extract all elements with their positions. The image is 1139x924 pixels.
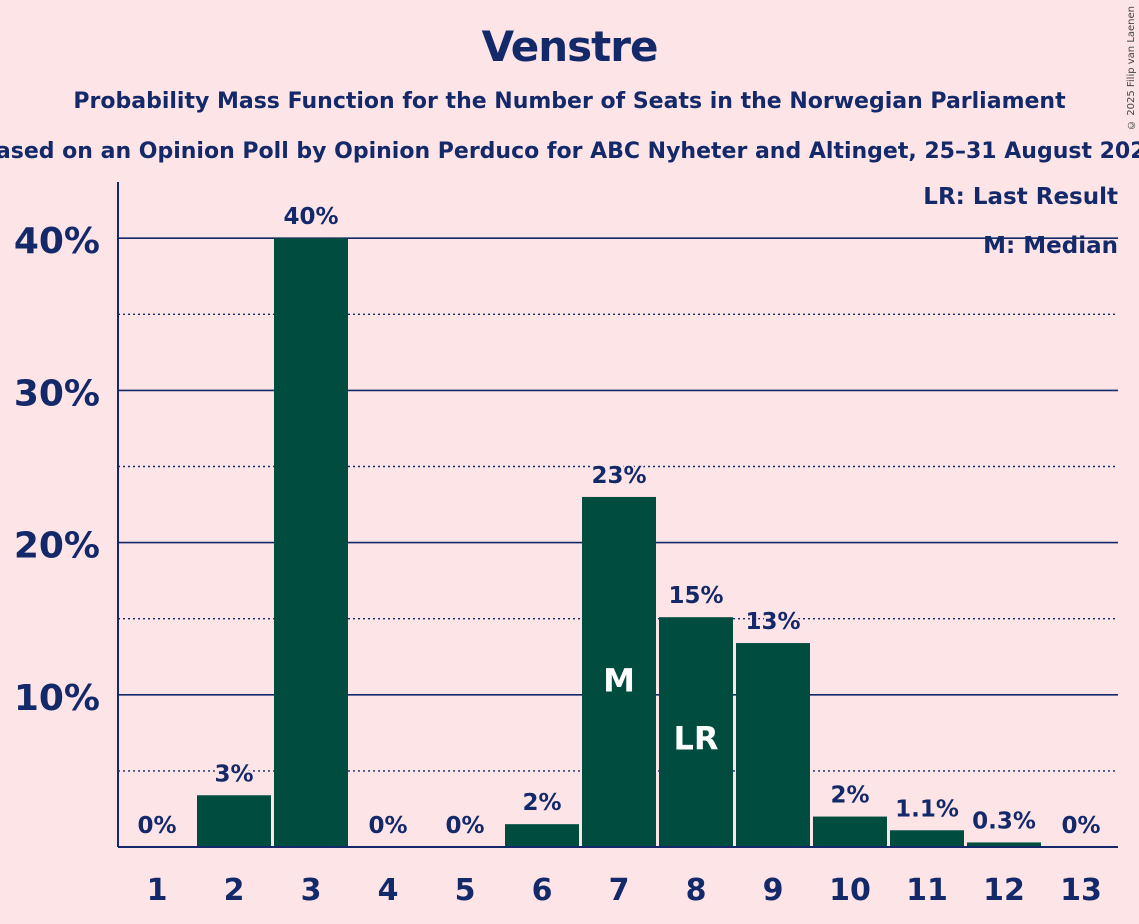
axes [117,182,1118,848]
data-label: 13% [745,609,800,635]
x-tick-label: 6 [532,873,553,908]
median-marker: M [603,662,635,700]
data-label: 0% [1061,813,1100,839]
legend-last-result: LR: Last Result [923,184,1118,210]
bar-seats-7 [582,496,656,847]
chart-subtitle-poll: Based on an Opinion Poll by Opinion Perd… [0,139,1139,164]
bar-seats-11 [890,830,964,847]
bar-seats-3 [274,238,348,847]
chart-subtitle: Probability Mass Function for the Number… [73,89,1066,114]
last-result-marker: LR [673,719,718,757]
data-label: 0% [445,813,484,839]
data-label: 2% [830,783,869,809]
bars [197,238,1041,847]
data-label: 0% [368,813,407,839]
bar-seats-2 [197,795,271,847]
labels: 10%20%30%40%0%13%240%30%40%52%623%7M15%8… [14,202,1103,908]
y-tick-label: 20% [14,526,100,567]
y-tick-label: 10% [14,678,100,719]
data-label: 2% [522,790,561,816]
x-tick-label: 7 [609,873,630,908]
x-tick-label: 1 [147,873,168,908]
data-label: 1.1% [895,796,959,822]
bar-seats-8 [659,617,733,847]
x-tick-label: 12 [983,873,1025,908]
data-label: 3% [214,761,253,787]
data-label: 23% [591,463,646,489]
x-tick-label: 9 [763,873,784,908]
x-tick-label: 4 [378,873,399,908]
y-tick-label: 40% [14,221,100,262]
x-tick-label: 10 [829,873,871,908]
x-tick-label: 3 [301,873,322,908]
bar-seats-12 [967,842,1041,847]
bar-seats-9 [736,643,810,847]
x-tick-label: 5 [455,873,476,908]
data-label: 0% [137,813,176,839]
bar-seats-6 [505,824,579,847]
x-tick-label: 13 [1060,873,1102,908]
data-label: 15% [668,583,723,609]
bar-seats-10 [813,816,887,847]
data-label: 0.3% [972,808,1036,834]
x-tick-label: 11 [906,873,948,908]
data-label: 40% [283,204,338,230]
x-tick-label: 2 [224,873,245,908]
legend-median: M: Median [983,233,1118,259]
x-tick-label: 8 [686,873,707,908]
chart-title: Venstre [481,22,659,71]
y-tick-label: 30% [14,373,100,414]
